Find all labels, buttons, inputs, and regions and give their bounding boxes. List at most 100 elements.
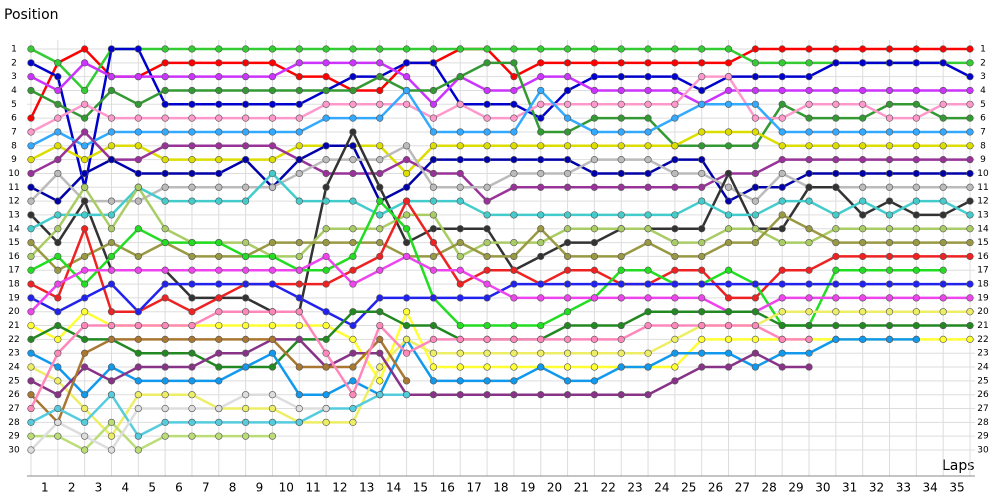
point — [537, 294, 545, 302]
point — [510, 377, 518, 385]
point — [966, 59, 974, 67]
point — [134, 169, 142, 178]
point — [832, 308, 840, 316]
point — [242, 45, 250, 53]
point — [483, 100, 491, 108]
point — [81, 114, 89, 122]
y-tick-label: 3 — [11, 72, 17, 82]
point — [27, 225, 35, 233]
point — [456, 377, 464, 385]
point — [698, 45, 706, 53]
point — [644, 100, 652, 108]
point — [805, 100, 813, 108]
point — [161, 391, 169, 399]
point — [188, 432, 196, 440]
point — [939, 252, 947, 261]
point — [510, 349, 518, 357]
series-line — [30, 61, 970, 107]
point — [188, 321, 196, 330]
point — [590, 183, 599, 191]
point — [939, 280, 947, 288]
point — [134, 391, 142, 399]
point — [403, 391, 411, 399]
point — [349, 45, 357, 53]
x-tick-label: 15 — [413, 481, 428, 495]
point — [859, 114, 867, 122]
point — [563, 114, 572, 122]
point — [134, 252, 142, 261]
point — [483, 252, 491, 261]
point — [349, 114, 357, 122]
point — [912, 321, 920, 330]
point — [751, 294, 759, 302]
point — [27, 308, 35, 316]
point — [188, 335, 196, 343]
point — [27, 321, 35, 330]
point — [537, 252, 545, 261]
y-tick-label: 21 — [8, 321, 19, 331]
x-tick-label: 10 — [279, 481, 294, 495]
point — [161, 59, 169, 67]
point — [188, 349, 196, 357]
point — [859, 183, 867, 191]
point — [724, 128, 733, 136]
y-tick-label: 29 — [8, 432, 20, 442]
point — [456, 238, 464, 247]
point — [751, 45, 759, 53]
point — [590, 156, 599, 164]
point — [161, 100, 169, 108]
point — [483, 86, 491, 95]
point — [912, 211, 920, 219]
point — [885, 156, 894, 164]
point — [242, 294, 250, 302]
point — [698, 225, 706, 233]
point — [966, 211, 974, 219]
y-tick-label-right: 18 — [977, 280, 989, 290]
point — [563, 266, 572, 274]
point — [107, 446, 116, 454]
x-tick-label: 19 — [520, 481, 535, 495]
point — [563, 363, 572, 371]
point — [510, 211, 518, 219]
x-tick-label: 3 — [95, 481, 103, 495]
point — [188, 114, 196, 122]
point — [751, 321, 759, 330]
point — [751, 73, 759, 81]
point — [295, 128, 303, 136]
point — [429, 363, 438, 371]
point — [859, 225, 867, 233]
point — [510, 266, 518, 274]
point — [644, 280, 652, 288]
point — [107, 363, 116, 371]
point — [376, 156, 384, 164]
point — [912, 252, 920, 261]
point — [81, 252, 89, 261]
point — [644, 266, 652, 274]
point — [429, 59, 438, 67]
point — [912, 100, 920, 108]
point — [832, 156, 840, 164]
point — [832, 183, 840, 191]
point — [27, 114, 35, 122]
point — [429, 377, 438, 385]
point — [617, 252, 625, 261]
point — [563, 280, 572, 288]
point — [188, 45, 196, 53]
point — [349, 142, 357, 150]
y-tick-label: 5 — [11, 100, 17, 110]
point — [537, 238, 545, 247]
point — [617, 335, 625, 343]
point — [724, 45, 733, 53]
point — [134, 377, 142, 385]
point — [590, 391, 599, 399]
point — [939, 128, 947, 136]
point — [859, 156, 867, 164]
point — [671, 86, 679, 95]
y-tick-label-right: 19 — [977, 293, 989, 303]
point — [832, 321, 840, 330]
point — [859, 45, 867, 53]
point — [188, 73, 196, 81]
point — [617, 59, 625, 67]
point — [483, 183, 491, 191]
point — [671, 238, 679, 247]
